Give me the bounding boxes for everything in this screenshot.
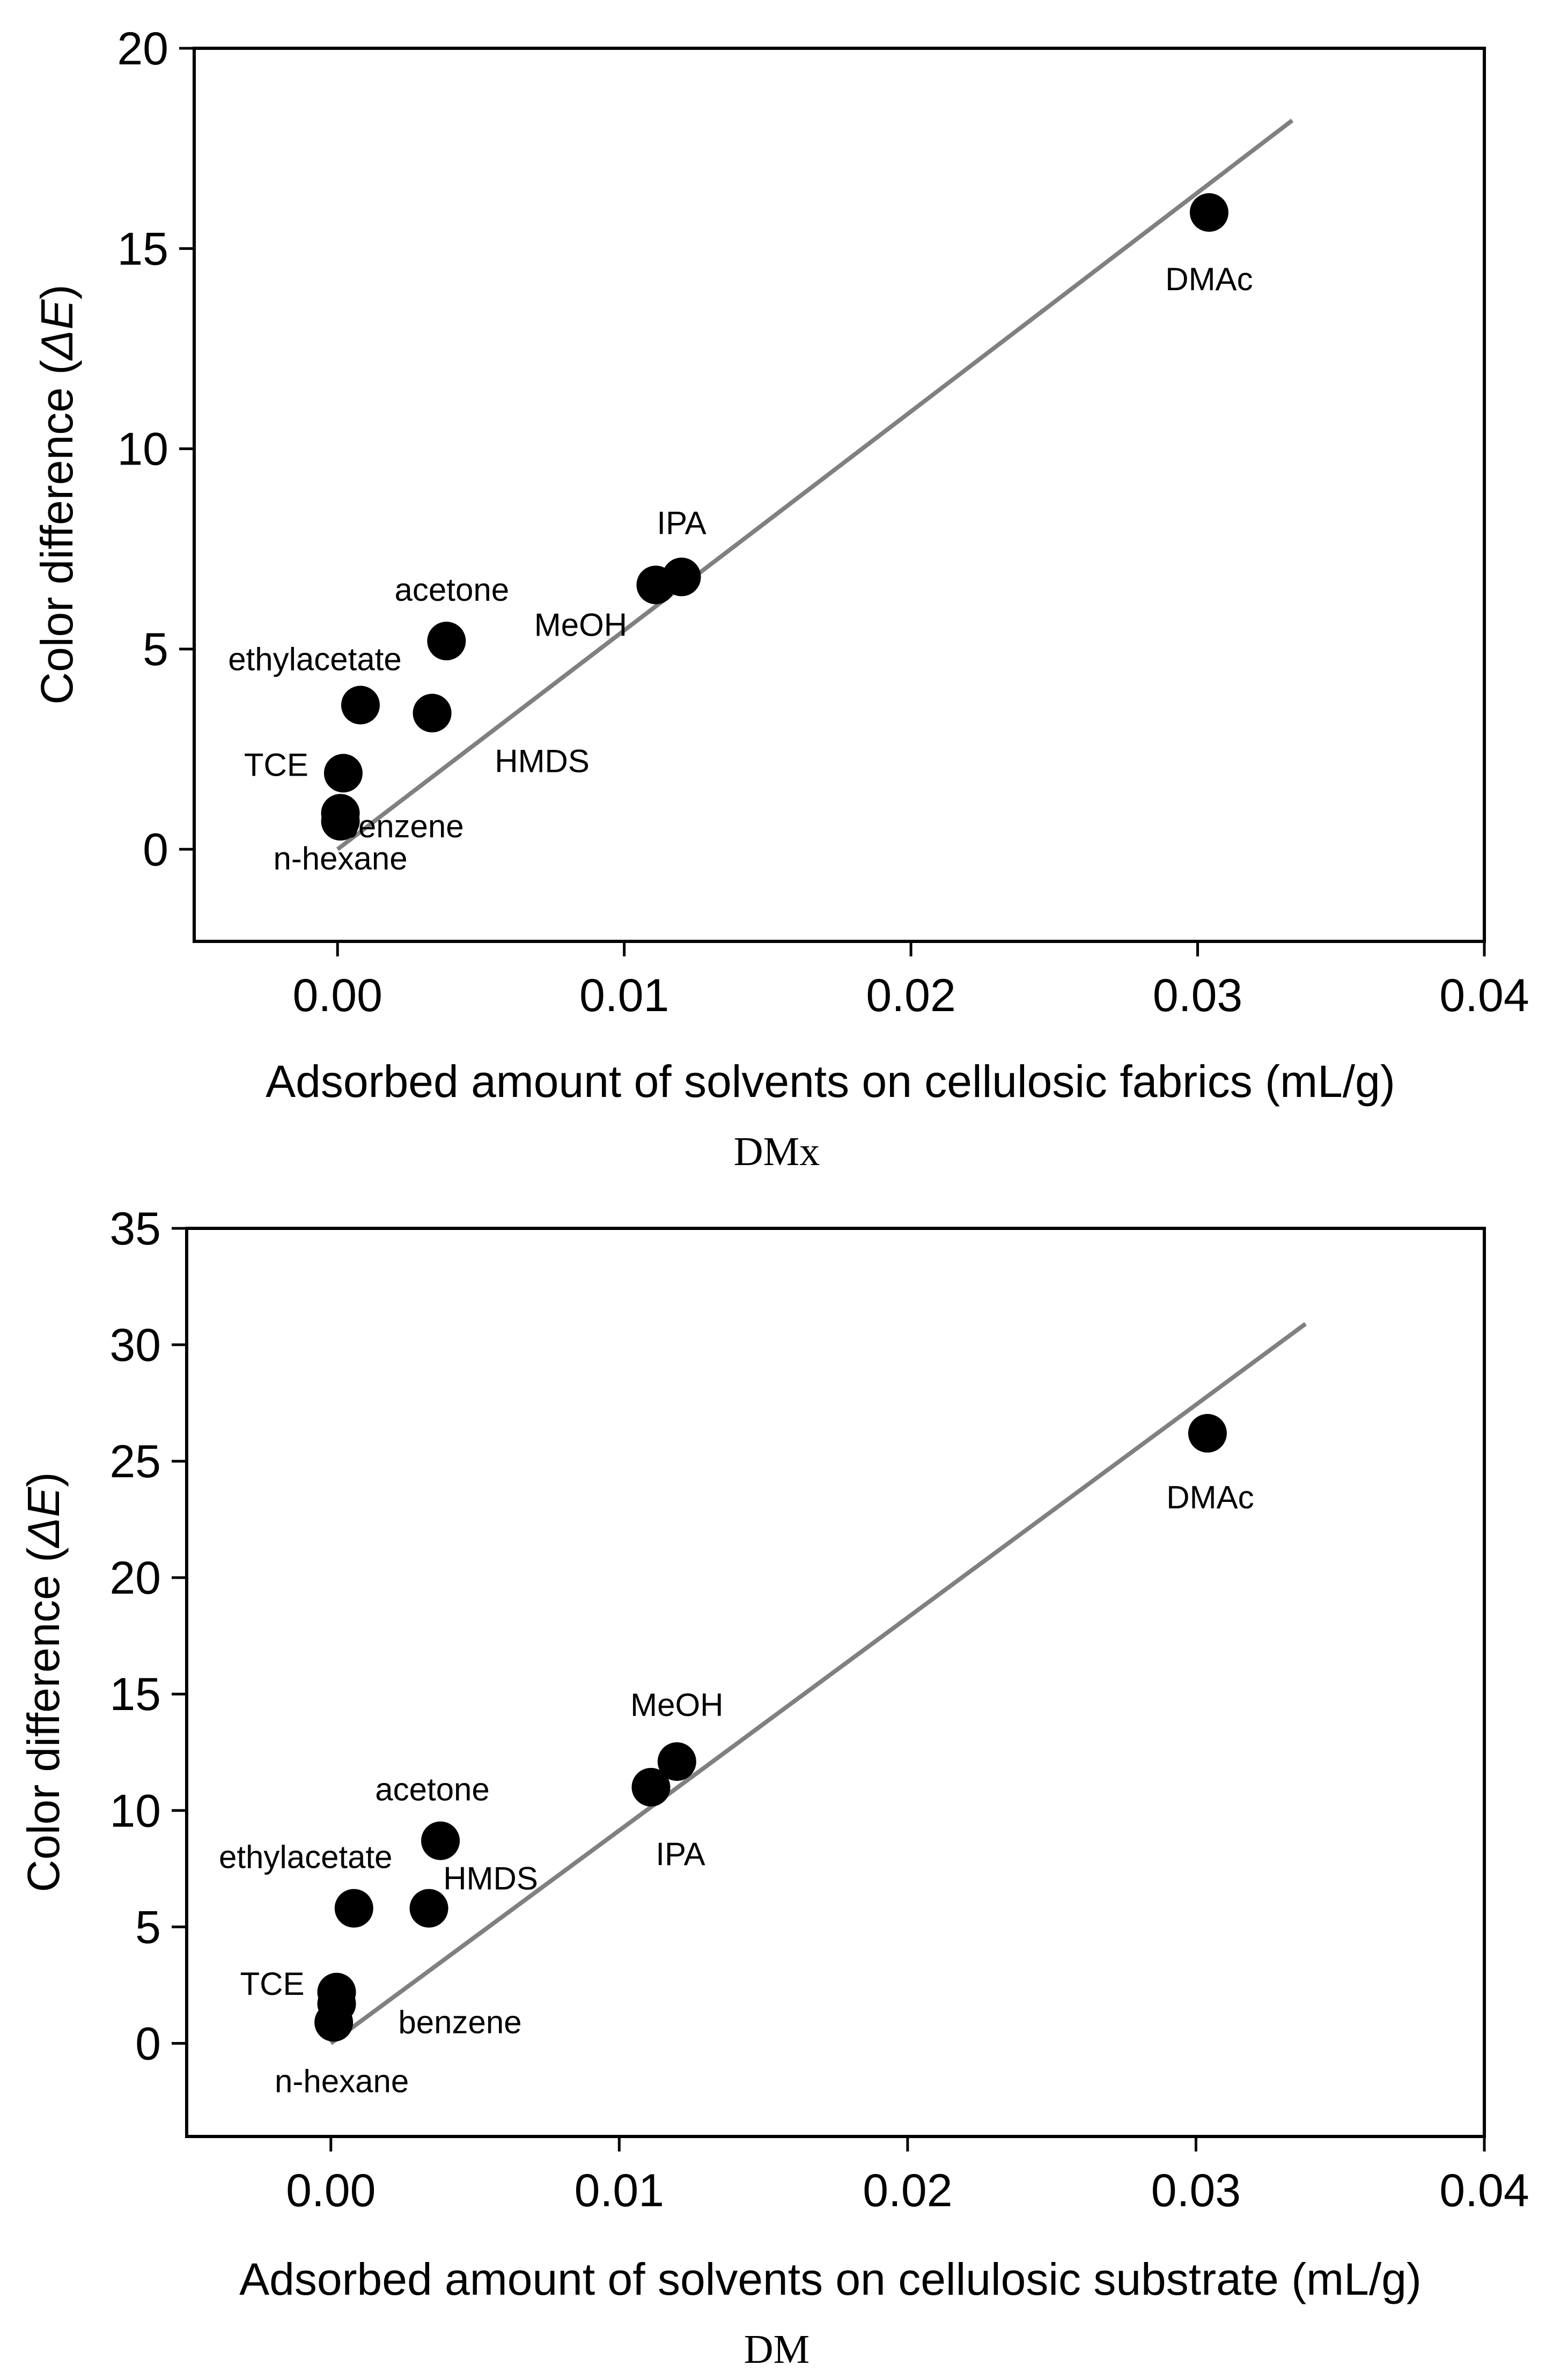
- data-point-ethylacetate: [334, 1889, 373, 1928]
- plot-frame: [185, 1227, 1486, 2138]
- point-label-TCE: TCE: [240, 1966, 305, 2002]
- x-axis-label: Adsorbed amount of solvents on cellulosi…: [239, 2254, 1422, 2304]
- data-point-DMAc: [1189, 193, 1228, 232]
- x-tick-label: 0.00: [286, 2165, 376, 2216]
- x-tick-label: 0.03: [1151, 2165, 1241, 2216]
- point-label-n-hexane: n-hexane: [275, 2063, 409, 2099]
- regression-line: [336, 119, 1294, 851]
- x-tick-label: 0.04: [1439, 970, 1529, 1021]
- y-tick-label: 20: [117, 23, 168, 75]
- chart-dmx: 0.00 0.01 0.02 0.03 0.04 0 5 10 15 20 n-hexanebenz…: [32, 23, 1529, 1174]
- point-label-n-hexane: n-hexane: [273, 841, 407, 876]
- y-tick-label: 20: [109, 1552, 161, 1604]
- data-point-benzene: [321, 794, 360, 833]
- point-label-acetone: acetone: [375, 1772, 490, 1808]
- data-point-DMAc: [1188, 1414, 1227, 1453]
- data-point-IPA: [662, 557, 701, 596]
- x-tick-label: 0.04: [1439, 2165, 1529, 2216]
- data-point-IPA: [631, 1767, 671, 1807]
- data-marks: 0.00 0.01 0.02 0.03 0.04 0 5 10 15 20 25 30 35 n-hexa…: [109, 1203, 1529, 2216]
- y-tick-label: 0: [143, 824, 168, 875]
- data-point-acetone: [427, 622, 466, 661]
- y-tick-label: 35: [109, 1203, 161, 1255]
- y-tick-label: 30: [109, 1320, 161, 1371]
- data-point-TCE: [317, 1972, 356, 2011]
- x-axis-label: Adsorbed amount of solvents on cellulosi…: [266, 1056, 1395, 1107]
- point-label-DMAc: DMAc: [1165, 261, 1253, 297]
- y-axis-label: Color difference (ΔE): [18, 1472, 69, 1892]
- data-point-HMDS: [413, 694, 452, 733]
- point-label-DMAc: DMAc: [1166, 1479, 1254, 1515]
- data-point-ethylacetate: [341, 686, 380, 725]
- point-label-IPA: IPA: [656, 1836, 705, 1872]
- point-label-benzene: benzene: [398, 2005, 521, 2040]
- point-label-acetone: acetone: [395, 572, 510, 608]
- y-axis-label: Color difference (ΔE): [32, 284, 82, 704]
- plot-frame: [193, 47, 1486, 943]
- point-label-MeOH: MeOH: [630, 1687, 723, 1723]
- data-point-acetone: [421, 1821, 460, 1860]
- figure-caption: DM: [744, 2327, 809, 2372]
- y-tick-label: 5: [135, 1902, 161, 1953]
- data-marks: 0.00 0.01 0.02 0.03 0.04 0 5 10 15 20 n-hexanebenz…: [117, 23, 1529, 1021]
- figure-caption: DMx: [734, 1129, 820, 1174]
- x-tick-label: 0.01: [575, 2165, 664, 2216]
- point-label-ethylacetate: ethylacetate: [228, 641, 402, 677]
- x-tick-label: 0.03: [1153, 970, 1242, 1021]
- y-tick-label: 15: [109, 1669, 161, 1720]
- y-tick-label: 5: [143, 624, 168, 675]
- y-tick-label: 10: [117, 424, 168, 475]
- x-tick-label: 0.02: [863, 2165, 952, 2216]
- data-point-TCE: [323, 754, 363, 793]
- data-point-HMDS: [409, 1889, 448, 1928]
- y-tick-label: 10: [109, 1785, 161, 1837]
- regression-line: [329, 1322, 1307, 2045]
- x-tick-label: 0.00: [293, 970, 382, 1021]
- x-tick-label: 0.01: [579, 970, 669, 1021]
- point-label-HMDS: HMDS: [443, 1861, 538, 1897]
- chart-dm: 0.00 0.01 0.02 0.03 0.04 0 5 10 15 20 25 30 35 n-hexa…: [18, 1203, 1529, 2372]
- point-label-MeOH: MeOH: [534, 607, 627, 643]
- y-tick-label: 15: [117, 223, 168, 275]
- point-label-IPA: IPA: [657, 505, 706, 541]
- y-tick-label: 25: [109, 1436, 161, 1487]
- point-label-ethylacetate: ethylacetate: [219, 1839, 393, 1875]
- point-label-TCE: TCE: [244, 747, 308, 783]
- x-tick-label: 0.02: [866, 970, 955, 1021]
- data-point-MeOH: [657, 1742, 696, 1781]
- point-label-benzene: benzene: [340, 808, 463, 844]
- point-label-HMDS: HMDS: [495, 743, 590, 779]
- y-tick-label: 0: [135, 2018, 161, 2069]
